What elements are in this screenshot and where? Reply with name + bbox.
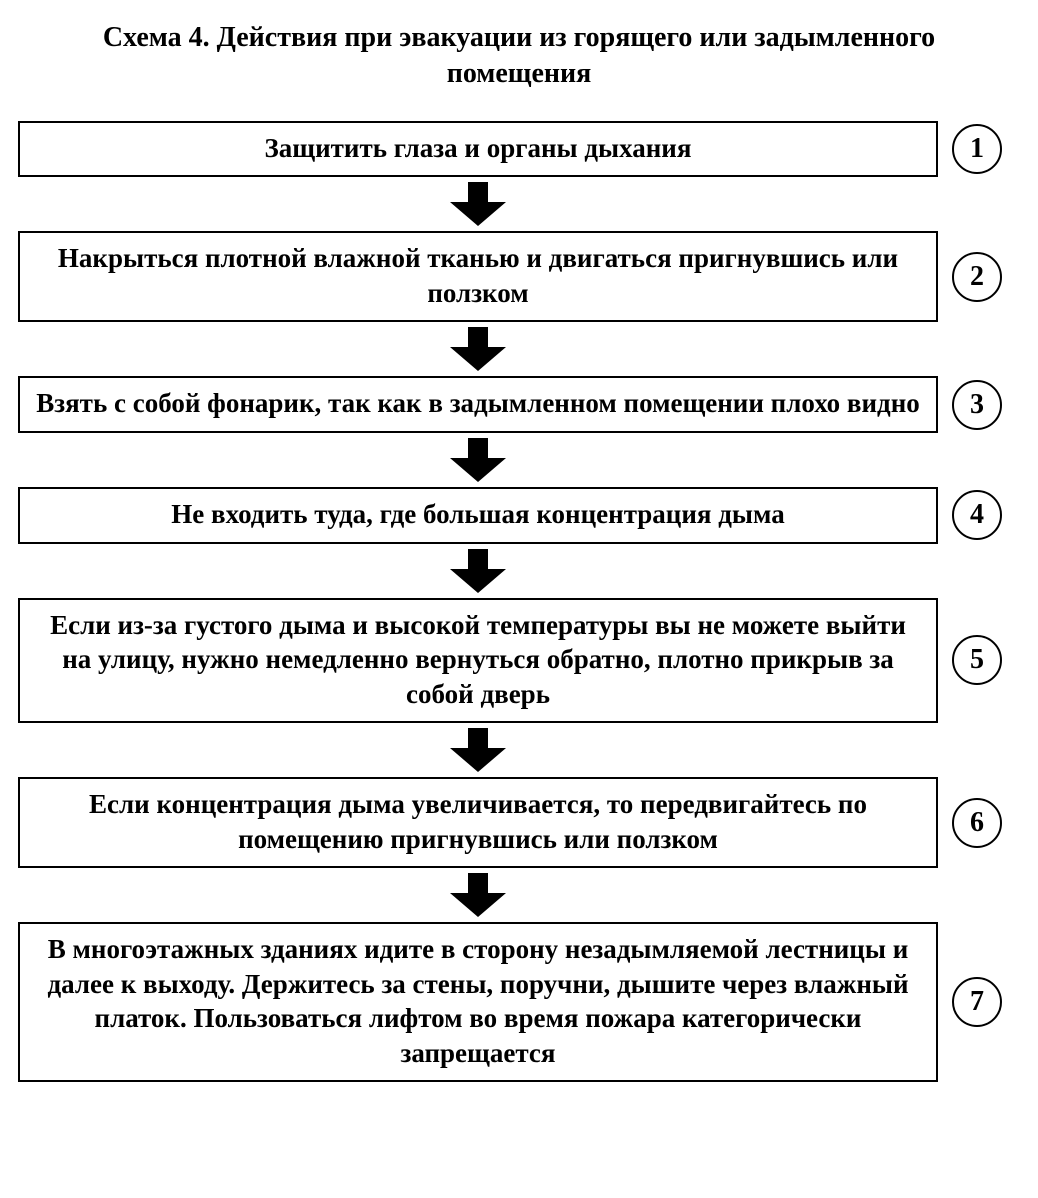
- step-row: Накрыться плотной влажной тканью и двига…: [18, 231, 1020, 322]
- step-row: Не входить туда, где большая концентраци…: [18, 487, 1020, 544]
- step-number-circle: 5: [952, 635, 1002, 685]
- arrow-row: [18, 868, 1020, 922]
- step-box: Защитить глаза и органы дыхания: [18, 121, 938, 178]
- step-box: Если из-за густого дыма и высокой темпер…: [18, 598, 938, 724]
- step-row: Если из-за густого дыма и высокой темпер…: [18, 598, 1020, 724]
- step-number-circle: 1: [952, 124, 1002, 174]
- down-arrow-icon: [450, 182, 506, 226]
- down-arrow-icon: [450, 873, 506, 917]
- step-box: Взять с собой фонарик, так как в задымле…: [18, 376, 938, 433]
- step-number-circle: 3: [952, 380, 1002, 430]
- arrow-row: [18, 177, 1020, 231]
- step-number-circle: 7: [952, 977, 1002, 1027]
- down-arrow-icon: [450, 327, 506, 371]
- step-number-circle: 6: [952, 798, 1002, 848]
- down-arrow-icon: [450, 438, 506, 482]
- down-arrow-icon: [450, 728, 506, 772]
- step-box: Не входить туда, где большая концентраци…: [18, 487, 938, 544]
- step-row: В многоэтажных зданиях идите в сторону н…: [18, 922, 1020, 1082]
- diagram-title: Схема 4. Действия при эвакуации из горящ…: [18, 20, 1020, 93]
- arrow-row: [18, 433, 1020, 487]
- step-row: Защитить глаза и органы дыхания 1: [18, 121, 1020, 178]
- flowchart: Защитить глаза и органы дыхания 1 Накрыт…: [18, 121, 1020, 1083]
- step-row: Взять с собой фонарик, так как в задымле…: [18, 376, 1020, 433]
- arrow-row: [18, 723, 1020, 777]
- step-box: Если концентрация дыма увеличивается, то…: [18, 777, 938, 868]
- arrow-row: [18, 322, 1020, 376]
- step-number-circle: 2: [952, 252, 1002, 302]
- down-arrow-icon: [450, 549, 506, 593]
- step-box: В многоэтажных зданиях идите в сторону н…: [18, 922, 938, 1082]
- arrow-row: [18, 544, 1020, 598]
- step-row: Если концентрация дыма увеличивается, то…: [18, 777, 1020, 868]
- step-number-circle: 4: [952, 490, 1002, 540]
- step-box: Накрыться плотной влажной тканью и двига…: [18, 231, 938, 322]
